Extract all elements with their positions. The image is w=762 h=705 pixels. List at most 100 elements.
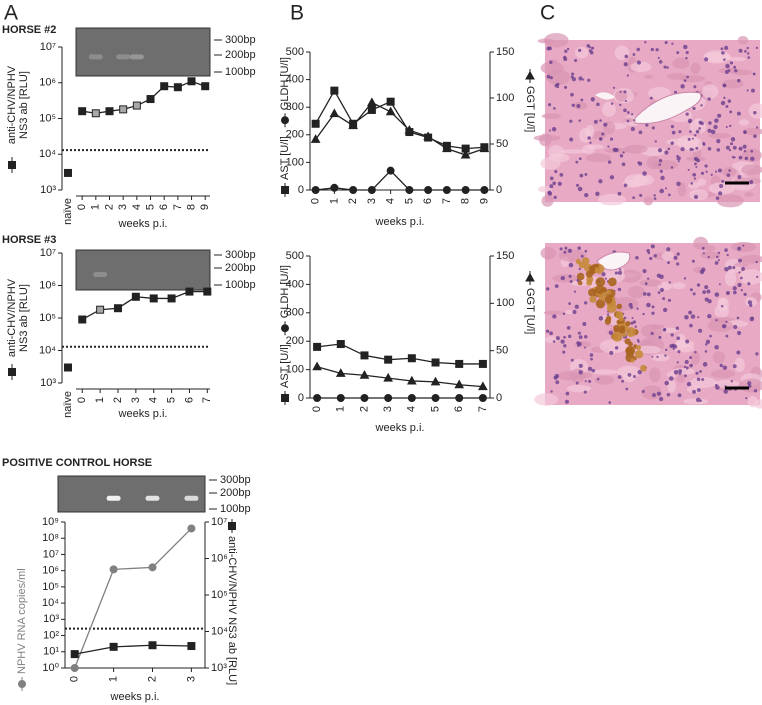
nucleus <box>689 130 692 133</box>
tissue-texture <box>643 74 653 80</box>
tissue-texture <box>722 167 737 177</box>
tissue-texture <box>650 324 665 329</box>
tissue-texture <box>534 393 559 406</box>
data-point <box>78 107 87 116</box>
nucleus <box>747 300 753 305</box>
nucleus <box>717 259 720 262</box>
nucleus <box>571 77 576 82</box>
x-tick-label: 4 <box>406 406 418 412</box>
gel-image <box>75 249 211 291</box>
x-tick-label: 6 <box>422 198 434 204</box>
y-tick-label: 10⁹ <box>42 516 59 528</box>
data-point <box>78 315 87 324</box>
data-point <box>310 134 321 143</box>
nucleus <box>747 56 751 59</box>
tissue-texture <box>744 192 754 198</box>
gel-marker-label: 300bp <box>225 34 256 46</box>
nucleus <box>695 165 698 168</box>
nucleus <box>749 179 754 185</box>
nucleus <box>606 313 610 316</box>
tissue-texture <box>708 133 732 139</box>
nucleus <box>714 292 720 297</box>
tissue-texture <box>543 310 564 315</box>
tissue-texture <box>624 144 648 154</box>
nucleus <box>725 320 728 324</box>
nucleus <box>685 112 689 116</box>
nucleus <box>549 331 553 336</box>
nucleus <box>673 369 679 375</box>
tissue-texture <box>667 379 676 393</box>
nucleus <box>668 376 674 381</box>
tissue-texture <box>738 269 762 285</box>
gel-band <box>184 495 199 501</box>
nucleus <box>714 118 719 123</box>
nucleus <box>554 170 558 174</box>
gel-marker-label: 200bp <box>220 487 251 499</box>
nucleus <box>729 61 734 65</box>
nucleus <box>568 274 572 278</box>
gel-marker-label: 300bp <box>220 474 251 486</box>
pigment <box>575 258 581 265</box>
nucleus <box>636 339 640 342</box>
nucleus <box>646 248 650 253</box>
nucleus <box>733 156 736 159</box>
nucleus <box>562 312 566 316</box>
data-point <box>113 304 122 313</box>
nucleus <box>659 188 665 194</box>
nucleus <box>743 130 747 135</box>
nucleus <box>552 314 557 319</box>
nucleus <box>571 72 575 76</box>
nucleus <box>751 316 754 320</box>
nucleus <box>701 377 705 381</box>
tissue-texture <box>702 84 719 100</box>
tissue-texture <box>627 285 645 299</box>
nucleus <box>696 377 701 382</box>
x-tick-label: 6 <box>453 406 465 412</box>
nucleus <box>725 63 730 69</box>
x-axis-label: weeks p.i. <box>118 408 168 420</box>
data-point <box>119 105 128 114</box>
tissue-texture <box>538 185 552 193</box>
nucleus <box>623 62 628 67</box>
nucleus <box>599 137 603 141</box>
nucleus <box>578 157 582 161</box>
data-point <box>384 355 393 364</box>
nucleus <box>545 329 550 333</box>
x-tick-label: 3 <box>382 406 394 412</box>
nucleus <box>667 147 671 151</box>
legend-marker <box>281 186 289 194</box>
nucleus <box>688 310 693 315</box>
nucleus <box>721 179 725 183</box>
nucleus <box>632 196 635 200</box>
nucleus <box>651 305 655 309</box>
chart-title: HORSE #2 <box>2 24 56 36</box>
gel-image <box>75 27 211 77</box>
x-tick-label: 3 <box>117 204 129 210</box>
legend-label: GLDH [U/l] <box>279 57 291 110</box>
y-tick-label: 10⁰ <box>42 662 59 674</box>
nucleus <box>751 88 755 93</box>
data-point <box>148 641 157 650</box>
histology-images <box>533 33 762 409</box>
y-axis-label: anti-CHV/NPHV <box>6 278 18 357</box>
nucleus <box>588 379 592 383</box>
tissue-texture <box>731 241 757 252</box>
nucleus <box>728 169 731 172</box>
y2-tick-label: 100 <box>496 297 514 309</box>
y-tick-label: 10⁶ <box>42 565 59 577</box>
y-tick-label: 0 <box>298 392 304 404</box>
x-tick-label: 3 <box>366 198 378 204</box>
nucleus <box>707 128 712 133</box>
tissue-texture <box>585 153 612 163</box>
nucleus <box>651 126 655 130</box>
pigment <box>577 280 583 286</box>
nucleus <box>674 90 678 94</box>
y-tick-label: 400 <box>286 74 304 86</box>
series-line <box>82 80 206 114</box>
data-point <box>131 292 140 301</box>
chart-title: HORSE #3 <box>2 234 56 246</box>
nucleus <box>673 255 678 260</box>
data-point <box>329 108 340 118</box>
nucleus <box>664 40 668 45</box>
y-tick-label: 300 <box>286 307 304 319</box>
